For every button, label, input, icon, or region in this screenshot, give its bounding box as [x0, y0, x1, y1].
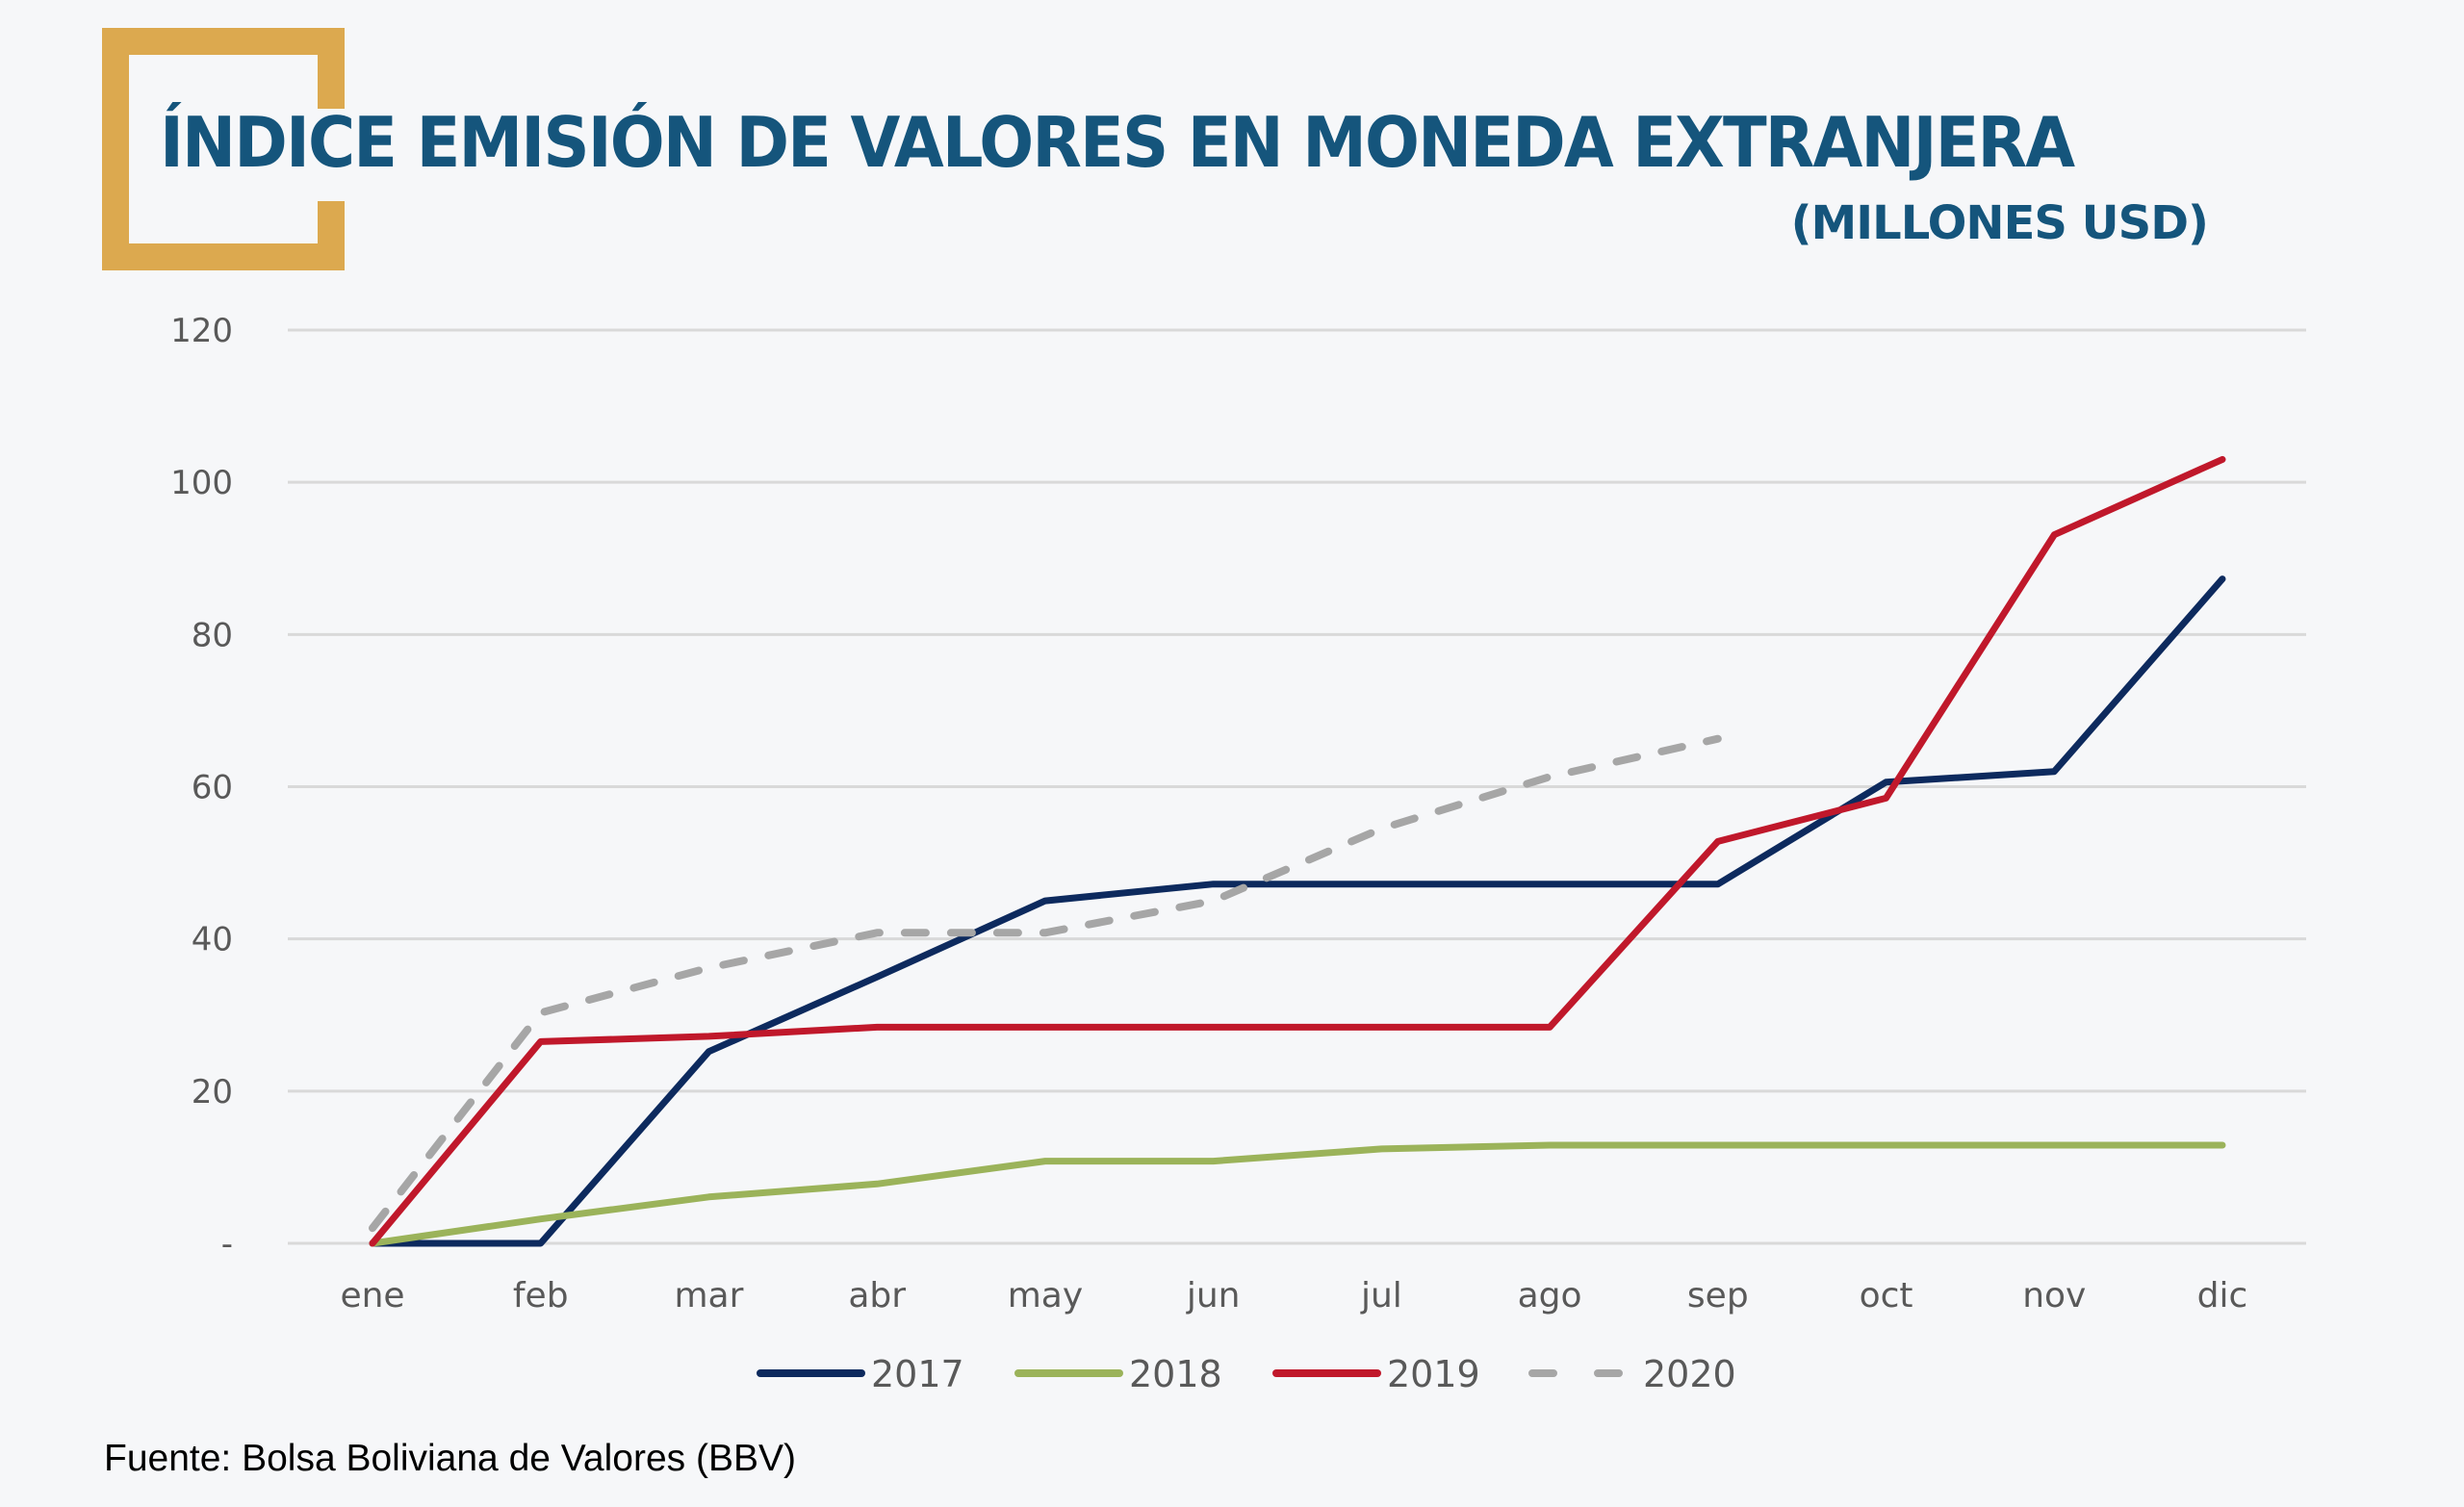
x-tick-label: feb	[513, 1276, 569, 1315]
x-tick-label: sep	[1687, 1276, 1749, 1315]
y-tick-label: -	[221, 1225, 233, 1264]
series-line-2020	[369, 734, 1722, 1233]
x-axis-ticks: ene feb mar abr may jun jul ago sep oct nov dic	[340, 1276, 2247, 1315]
legend-label-2017: 2017	[871, 1353, 964, 1395]
y-tick-label: 60	[192, 769, 233, 807]
title-bracket-decoration	[102, 28, 345, 270]
x-tick-label: ago	[1518, 1276, 1582, 1315]
series-line-2019	[369, 455, 2226, 1247]
chart-subtitle: (MILLONES USD)	[1790, 196, 2209, 250]
chart-title: ÍNDICE EMISIÓN DE VALORES EN MONEDA EXTR…	[160, 102, 2075, 183]
series-line-2018	[369, 1141, 2226, 1247]
x-tick-label: dic	[2197, 1276, 2248, 1315]
legend: 2017 2018 2019 2020	[757, 1353, 1736, 1395]
x-tick-label: mar	[674, 1276, 743, 1315]
x-tick-label: nov	[2022, 1276, 2086, 1315]
legend-label-2019: 2019	[1387, 1353, 1480, 1395]
source-note: Fuente: Bolsa Boliviana de Valores (BBV)	[104, 1438, 796, 1479]
x-tick-label: oct	[1860, 1276, 1913, 1315]
x-tick-label: abr	[848, 1276, 906, 1315]
series-lines	[369, 455, 2226, 1247]
series-line-2017	[369, 575, 2226, 1247]
y-axis-ticks: - 20 40 60 80 100 120	[170, 312, 233, 1264]
y-tick-label: 120	[170, 312, 233, 350]
x-tick-label: jun	[1186, 1276, 1241, 1315]
x-tick-label: may	[1008, 1276, 1083, 1315]
x-tick-label: ene	[340, 1276, 404, 1315]
gridlines	[288, 328, 2306, 1245]
y-tick-label: 80	[192, 616, 233, 654]
legend-label-2018: 2018	[1129, 1353, 1222, 1395]
x-tick-label: jul	[1360, 1276, 1402, 1315]
y-tick-label: 100	[170, 464, 233, 502]
y-tick-label: 20	[192, 1073, 233, 1111]
legend-label-2020: 2020	[1643, 1353, 1736, 1395]
y-tick-label: 40	[192, 921, 233, 959]
